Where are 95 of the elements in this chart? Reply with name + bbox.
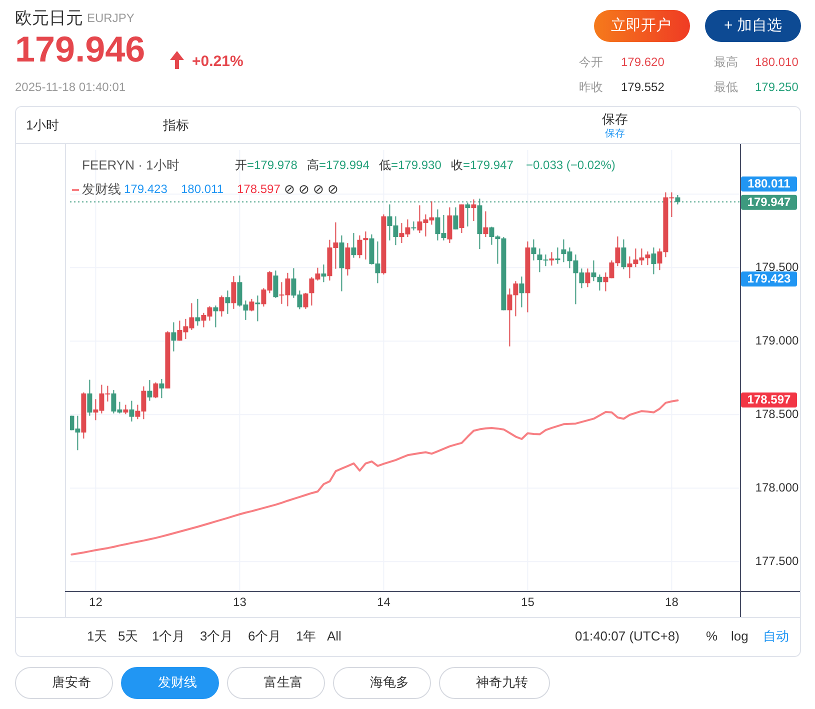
candlestick (159, 378, 164, 399)
text: 1小时 (26, 117, 60, 132)
text: 保存 (602, 111, 628, 126)
y-tick-label: 177.500 (755, 554, 800, 568)
text: + 加自选 (724, 16, 782, 34)
annotation: −0.033 (−0.02%) (526, 158, 616, 172)
text: 最高 (714, 55, 738, 70)
candlestick (321, 264, 326, 283)
text: 3个月 (200, 628, 234, 644)
annotation: FEERYN · 1小时 (82, 157, 180, 172)
candlestick (357, 234, 362, 259)
annotation: 178.597 (237, 182, 281, 196)
text: 179.946 (15, 28, 146, 70)
x-tick-label: 13 (233, 595, 247, 610)
candlestick (459, 204, 464, 234)
text: 海龟多 (370, 674, 409, 690)
legend-label: 发财线 (82, 181, 121, 196)
candlestick (123, 404, 128, 415)
ref-line-label: 179.947 (747, 195, 792, 210)
candlestick (453, 206, 458, 230)
text: 自动 (763, 628, 789, 644)
candlestick (363, 230, 368, 260)
text: 今开 (579, 55, 603, 70)
text: 179.250 (755, 80, 799, 94)
y-tick-label: 178.500 (755, 406, 800, 421)
candlestick (471, 198, 476, 222)
annotation: 收=179.947 (451, 158, 514, 172)
candlestick (351, 232, 356, 258)
candlestick (519, 276, 524, 308)
text: 179.620 (621, 55, 665, 70)
candlestick (129, 400, 134, 422)
candlestick (549, 252, 554, 266)
text: 唐安奇 (52, 674, 91, 690)
text: log (731, 628, 748, 644)
annotation: ⊘ ⊘ ⊘ ⊘ (284, 181, 338, 196)
text: 最低 (714, 80, 738, 94)
text: 179.552 (621, 80, 665, 94)
candlestick (87, 379, 92, 416)
text: 指标 (162, 117, 189, 132)
text: 1年 (296, 628, 316, 644)
y-tick-label: 179.000 (755, 333, 800, 348)
text: 发财线 (158, 674, 197, 690)
candlestick (195, 298, 200, 326)
text: 01:40:07 (UTC+8) (575, 628, 680, 644)
candlestick (225, 290, 230, 314)
text: 6个月 (248, 628, 282, 644)
annotation: 180.011 (181, 182, 224, 196)
candlestick (483, 210, 488, 238)
candlestick (231, 276, 236, 310)
candlestick (345, 242, 350, 276)
candlestick (447, 206, 452, 244)
candlestick (219, 295, 224, 318)
candlestick (597, 274, 602, 292)
chart-subtitle: EURJPY (87, 11, 134, 26)
text: 神奇九转 (476, 674, 528, 690)
text: 富生富 (264, 674, 303, 690)
candlestick (621, 238, 626, 270)
annotation: 高=179.994 (307, 158, 370, 172)
candlestick (273, 270, 278, 298)
annotation: 开=179.978 (235, 158, 298, 172)
candlestick (147, 380, 152, 402)
y-tick-label: 178.000 (755, 480, 800, 494)
text: 1个月 (152, 628, 186, 644)
text: 180.010 (755, 55, 799, 70)
y-tick-label: 179.500 (755, 260, 800, 274)
candlestick (591, 260, 596, 282)
candlestick (555, 246, 560, 264)
text: 保存 (605, 128, 625, 140)
text: 1天 (87, 628, 108, 644)
annotation: 低=179.930 (379, 158, 442, 172)
text: 立即开户 (611, 16, 671, 34)
candlestick (171, 322, 176, 352)
candlestick (153, 382, 158, 399)
text: 178.597 (747, 392, 792, 407)
x-tick-label: 18 (665, 595, 679, 610)
x-tick-label: 12 (89, 595, 103, 610)
candlestick (249, 298, 254, 312)
candlestick (531, 238, 536, 261)
text: 180.011 (748, 176, 791, 191)
candlestick (303, 292, 308, 310)
text: 昨收 (579, 80, 603, 94)
candlestick (213, 305, 218, 328)
text: 2025-11-18 01:40:01 (15, 80, 126, 94)
text: 179.423 (747, 272, 792, 286)
text: All (327, 628, 342, 644)
candlestick (585, 268, 590, 288)
chart-title: 欧元日元 (15, 8, 83, 28)
text: % (706, 628, 718, 644)
text: 5天 (118, 628, 138, 644)
x-tick-label: 15 (521, 595, 535, 610)
x-tick-label: 14 (377, 595, 391, 610)
annotation: 179.423 (124, 182, 168, 196)
candlestick (255, 295, 260, 322)
text: +0.21% (192, 52, 244, 70)
candlestick (651, 246, 656, 275)
